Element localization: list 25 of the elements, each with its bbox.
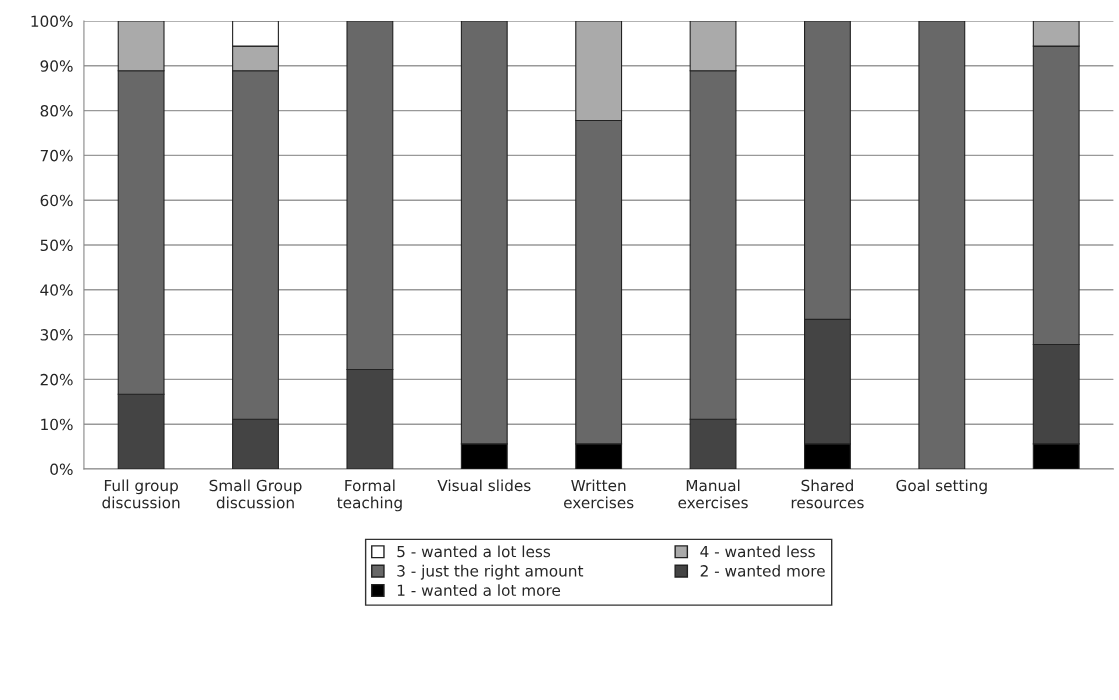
y-tick-label: 60%: [40, 194, 73, 207]
legend-label: 3 - just the right amount: [397, 564, 584, 580]
y-tick-label: 40%: [40, 284, 73, 296]
legend-label: 5 - wanted a lot less: [397, 545, 551, 558]
x-tick-label: Small Group discussion: [209, 479, 302, 509]
x-tick-label: Formal teaching: [337, 479, 402, 512]
y-tick-label: 20%: [40, 373, 73, 386]
legend-label: 1 - wanted a lot more: [397, 584, 561, 597]
x-tick-label: Goal setting: [896, 479, 987, 495]
x-tick-label: Full group discussion: [102, 479, 180, 509]
y-tick-label: 50%: [40, 239, 73, 252]
y-tick-label: 80%: [40, 105, 73, 117]
y-tick-label: 100%: [31, 15, 73, 28]
y-tick-label: 30%: [40, 329, 73, 341]
y-tick-label: 10%: [41, 418, 73, 431]
bar: [918, 21, 966, 469]
y-tick-label: 0%: [50, 463, 73, 476]
x-tick-label: Shared resources: [791, 479, 864, 509]
y-tick-label: 90%: [40, 60, 73, 72]
x-tick-label: Written exercises: [564, 479, 634, 509]
legend-label: 4 - wanted less: [700, 545, 815, 558]
legend-label: 2 - wanted more: [700, 564, 825, 577]
x-tick-label: Manual exercises: [678, 479, 748, 509]
x-tick-label: Visual slides: [437, 479, 531, 492]
y-tick-label: 70%: [40, 149, 73, 162]
